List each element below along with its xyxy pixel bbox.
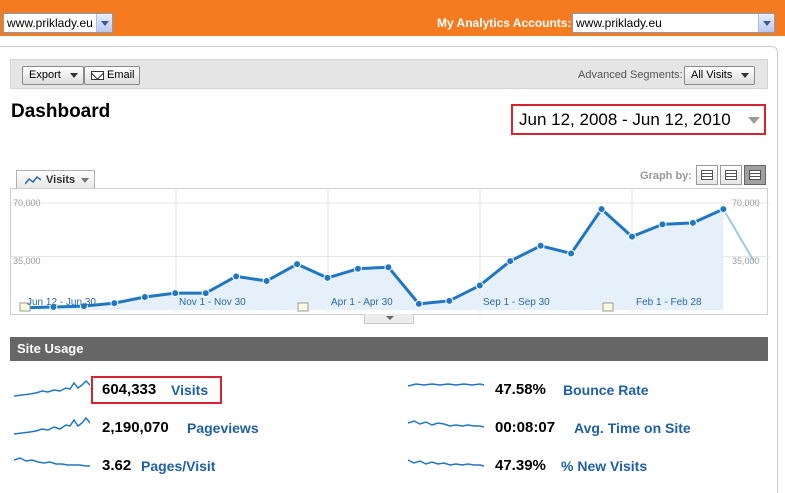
- bounce-rate-value: 47.58%: [495, 381, 546, 398]
- y-tick-left-mid: 35,000: [13, 256, 41, 266]
- pages-per-visit-sparkline: [14, 457, 90, 467]
- report-toolbar: Export Email Advanced Segments: All Visi…: [10, 59, 768, 89]
- time-on-site-link[interactable]: Avg. Time on Site: [574, 420, 691, 436]
- data-point: [293, 260, 302, 269]
- y-tick-right-top: 70,000: [732, 198, 760, 208]
- date-range-value: Jun 12, 2008 - Jun 12, 2010: [519, 110, 731, 129]
- calendar-day-icon: [701, 170, 713, 180]
- data-point: [628, 232, 636, 241]
- accounts-select[interactable]: www.priklady.eu: [572, 13, 775, 33]
- visits-value: 604,333: [102, 381, 157, 398]
- visits-highlight: [91, 376, 222, 404]
- line-chart-icon: [25, 176, 41, 185]
- series-line: [22, 206, 724, 310]
- data-point: [506, 257, 515, 266]
- export-button[interactable]: Export: [22, 66, 84, 85]
- x-label: Feb 1 - Feb 28: [636, 297, 702, 308]
- graph-by-week-button[interactable]: [720, 165, 742, 185]
- x-label: Nov 1 - Nov 30: [179, 297, 246, 308]
- data-point: [232, 272, 241, 281]
- data-point: [536, 241, 545, 250]
- data-point: [323, 273, 332, 282]
- x-label: Apr 1 - Apr 30: [331, 297, 393, 308]
- annotation-marker-icon: [602, 302, 614, 312]
- data-point: [658, 220, 667, 229]
- data-point: [79, 302, 88, 311]
- data-point: [475, 281, 484, 290]
- pageviews-sparkline: [14, 416, 90, 435]
- data-point: [567, 249, 576, 258]
- graph-by-month-button[interactable]: [744, 165, 766, 185]
- segments-value: All Visits: [691, 69, 733, 81]
- metric-tab-label: Visits: [46, 174, 76, 186]
- data-point: [110, 299, 119, 308]
- data-point: [171, 289, 180, 298]
- advanced-segments-label: Advanced Segments:: [578, 69, 683, 81]
- data-point: [445, 296, 454, 305]
- accounts-select-value: www.priklady.eu: [576, 16, 662, 30]
- page-title: Dashboard: [11, 101, 111, 122]
- pageviews-link[interactable]: Pageviews: [187, 420, 259, 436]
- pageviews-value: 2,190,070: [102, 419, 169, 436]
- chevron-down-icon[interactable]: [96, 14, 112, 32]
- new-visits-link[interactable]: % New Visits: [561, 458, 648, 474]
- data-point: [414, 299, 423, 308]
- visits-graph: 70,000 35,000 70,000 35,000 Jun 12 - Jun…: [10, 188, 769, 316]
- top-bar: www.priklady.eu My Analytics Accounts: w…: [0, 0, 785, 36]
- bounce-rate-sparkline: [408, 383, 484, 387]
- accounts-label: My Analytics Accounts:: [437, 16, 572, 30]
- time-on-site-sparkline: [408, 420, 484, 428]
- data-point: [688, 218, 697, 227]
- dropdown-arrow-icon[interactable]: [748, 117, 760, 124]
- visits-sparkline: [14, 379, 90, 397]
- pages-per-visit-value: 3.62: [102, 457, 132, 474]
- visits-line-chart: [11, 189, 769, 316]
- email-label: Email: [107, 69, 135, 81]
- time-on-site-value: 00:08:07: [495, 419, 556, 436]
- data-point: [140, 293, 149, 302]
- graph-by-day-button[interactable]: [696, 165, 718, 185]
- data-point: [597, 205, 606, 214]
- area-fill: [23, 209, 724, 310]
- x-label: Jun 12 - Jun 30: [27, 297, 96, 308]
- y-tick-right-mid: 35,000: [732, 256, 760, 266]
- calendar-month-icon: [749, 170, 761, 180]
- export-label: Export: [29, 69, 61, 81]
- site-select[interactable]: www.priklady.eu: [3, 13, 113, 33]
- site-select-value: www.priklady.eu: [7, 16, 93, 30]
- data-point: [719, 205, 728, 214]
- new-visits-value: 47.39%: [495, 457, 546, 474]
- data-point: [49, 302, 58, 311]
- new-visits-sparkline: [408, 459, 484, 467]
- annotation-marker-icon: [19, 302, 31, 312]
- email-button[interactable]: Email: [84, 66, 140, 85]
- bounce-rate-link[interactable]: Bounce Rate: [563, 382, 649, 398]
- chevron-down-icon[interactable]: [758, 14, 774, 32]
- graph-by-label: Graph by:: [640, 170, 692, 182]
- dropdown-arrow-icon: [70, 73, 78, 78]
- data-point: [384, 263, 393, 272]
- segments-select[interactable]: All Visits: [684, 66, 755, 85]
- visits-link[interactable]: Visits: [171, 382, 209, 398]
- metric-select-tab[interactable]: Visits: [16, 170, 95, 189]
- envelope-icon: [91, 71, 104, 80]
- graph-expand-toggle[interactable]: [364, 314, 414, 324]
- dropdown-arrow-icon: [741, 73, 749, 78]
- partial-line-segment: [722, 208, 755, 262]
- dropdown-arrow-icon: [81, 178, 89, 183]
- data-point: [262, 276, 271, 285]
- data-point: [353, 264, 362, 273]
- data-point: [201, 289, 210, 298]
- pages-per-visit-link[interactable]: Pages/Visit: [141, 458, 216, 474]
- date-range-picker[interactable]: Jun 12, 2008 - Jun 12, 2010: [511, 104, 766, 135]
- annotation-marker-icon: [297, 302, 309, 312]
- x-label: Sep 1 - Sep 30: [483, 297, 550, 308]
- site-usage-header: Site Usage: [10, 337, 768, 361]
- y-tick-left-top: 70,000: [13, 198, 41, 208]
- calendar-week-icon: [725, 170, 737, 180]
